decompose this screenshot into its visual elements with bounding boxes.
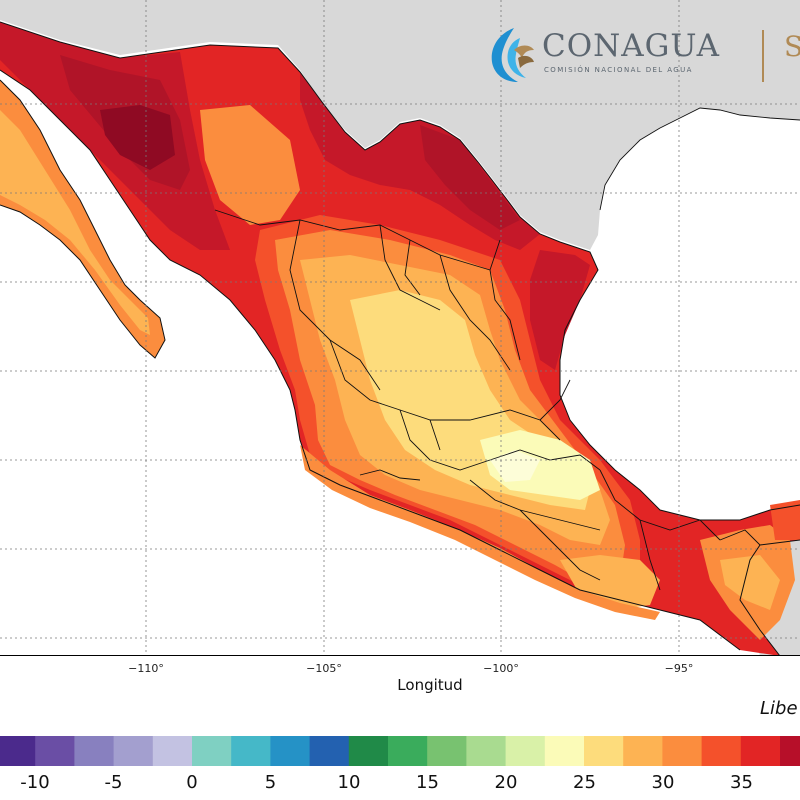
colorbar-swatch <box>740 736 781 766</box>
logo-subtitle: COMISIÓN NACIONAL DEL AGUA <box>544 66 693 74</box>
colorbar-swatch <box>544 736 585 766</box>
colorbar-swatch <box>270 736 311 766</box>
colorbar-swatch <box>623 736 663 766</box>
colorbar-swatch <box>0 736 36 766</box>
conagua-logo: CONAGUA COMISIÓN NACIONAL DEL AGUA S <box>484 24 800 88</box>
colorbar-swatch <box>584 736 624 766</box>
credit-text: Libe <box>760 698 798 719</box>
logo-partial-text: S <box>784 30 800 63</box>
colorbar-tick-label: 5 <box>264 772 277 793</box>
colorbar-tick-label: -5 <box>104 772 123 793</box>
colorbar-swatch <box>35 736 75 766</box>
x-tick-label: −100° <box>483 662 519 675</box>
colorbar-tick-label: 20 <box>494 772 518 793</box>
colorbar-swatch <box>309 736 350 766</box>
colorbar-swatch <box>113 736 154 766</box>
colorbar-tick-label: 10 <box>337 772 361 793</box>
colorbar-swatch <box>466 736 507 766</box>
usa-landmass <box>0 0 800 250</box>
colorbar-tick-label: 35 <box>730 772 753 793</box>
colorbar-tick-label: 15 <box>416 772 439 793</box>
temperature-map <box>0 0 800 656</box>
colorbar-swatch <box>780 736 800 766</box>
logo-title: CONAGUA <box>542 28 720 64</box>
x-tick-label: −95° <box>664 662 694 675</box>
x-tick-label: −105° <box>306 662 342 675</box>
map-gridlines <box>0 0 800 656</box>
colorbar-swatch <box>427 736 467 766</box>
colorbar-tick-label: 30 <box>651 772 675 793</box>
colorbar-swatch <box>662 736 703 766</box>
colorbar-swatch <box>192 736 232 766</box>
x-axis-label: Longitud <box>397 676 463 694</box>
colorbar-tick-label: 0 <box>186 772 198 793</box>
colorbar-tick-label: -10 <box>20 772 50 793</box>
colorbar-swatch <box>505 736 546 766</box>
colorbar-swatch <box>701 736 742 766</box>
baja-california <box>0 80 165 358</box>
country-outline <box>0 21 800 656</box>
colorbar-swatch <box>348 736 389 766</box>
colorbar-swatch <box>74 736 115 766</box>
colorbar <box>0 736 800 766</box>
x-tick-label: −110° <box>128 662 164 675</box>
colorbar-swatch <box>388 736 428 766</box>
colorbar-swatch <box>231 736 271 766</box>
logo-divider <box>762 30 764 82</box>
colorbar-swatch <box>152 736 193 766</box>
conagua-emblem-icon <box>491 28 534 82</box>
colorbar-tick-label: 25 <box>573 772 596 793</box>
